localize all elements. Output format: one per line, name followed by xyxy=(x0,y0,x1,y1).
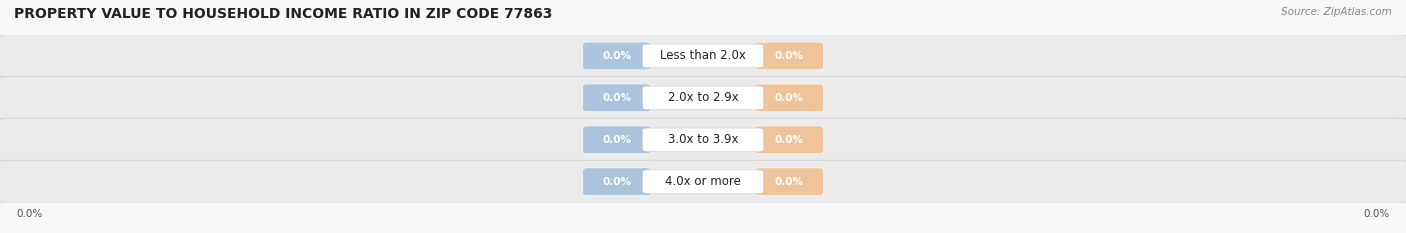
Text: 0.0%: 0.0% xyxy=(775,177,804,187)
FancyBboxPatch shape xyxy=(643,170,763,193)
Text: 0.0%: 0.0% xyxy=(775,51,804,61)
FancyBboxPatch shape xyxy=(0,118,1406,161)
Text: 3.0x to 3.9x: 3.0x to 3.9x xyxy=(668,133,738,146)
Text: 2.0x to 2.9x: 2.0x to 2.9x xyxy=(668,91,738,104)
Text: 0.0%: 0.0% xyxy=(775,135,804,145)
Text: 0.0%: 0.0% xyxy=(602,93,631,103)
FancyBboxPatch shape xyxy=(643,128,763,151)
FancyBboxPatch shape xyxy=(755,168,824,195)
Text: 0.0%: 0.0% xyxy=(775,93,804,103)
FancyBboxPatch shape xyxy=(583,168,651,195)
FancyBboxPatch shape xyxy=(583,84,651,112)
Text: 0.0%: 0.0% xyxy=(17,209,44,219)
Text: 0.0%: 0.0% xyxy=(1362,209,1389,219)
Text: 0.0%: 0.0% xyxy=(602,177,631,187)
FancyBboxPatch shape xyxy=(755,126,824,154)
FancyBboxPatch shape xyxy=(643,44,763,68)
Text: PROPERTY VALUE TO HOUSEHOLD INCOME RATIO IN ZIP CODE 77863: PROPERTY VALUE TO HOUSEHOLD INCOME RATIO… xyxy=(14,7,553,21)
Text: Less than 2.0x: Less than 2.0x xyxy=(659,49,747,62)
Text: Source: ZipAtlas.com: Source: ZipAtlas.com xyxy=(1281,7,1392,17)
FancyBboxPatch shape xyxy=(583,126,651,154)
FancyBboxPatch shape xyxy=(583,42,651,70)
FancyBboxPatch shape xyxy=(0,34,1406,77)
FancyBboxPatch shape xyxy=(643,86,763,110)
FancyBboxPatch shape xyxy=(0,76,1406,119)
FancyBboxPatch shape xyxy=(0,160,1406,203)
Text: 0.0%: 0.0% xyxy=(602,135,631,145)
Text: 4.0x or more: 4.0x or more xyxy=(665,175,741,188)
FancyBboxPatch shape xyxy=(755,84,824,112)
Text: 0.0%: 0.0% xyxy=(602,51,631,61)
FancyBboxPatch shape xyxy=(755,42,824,70)
